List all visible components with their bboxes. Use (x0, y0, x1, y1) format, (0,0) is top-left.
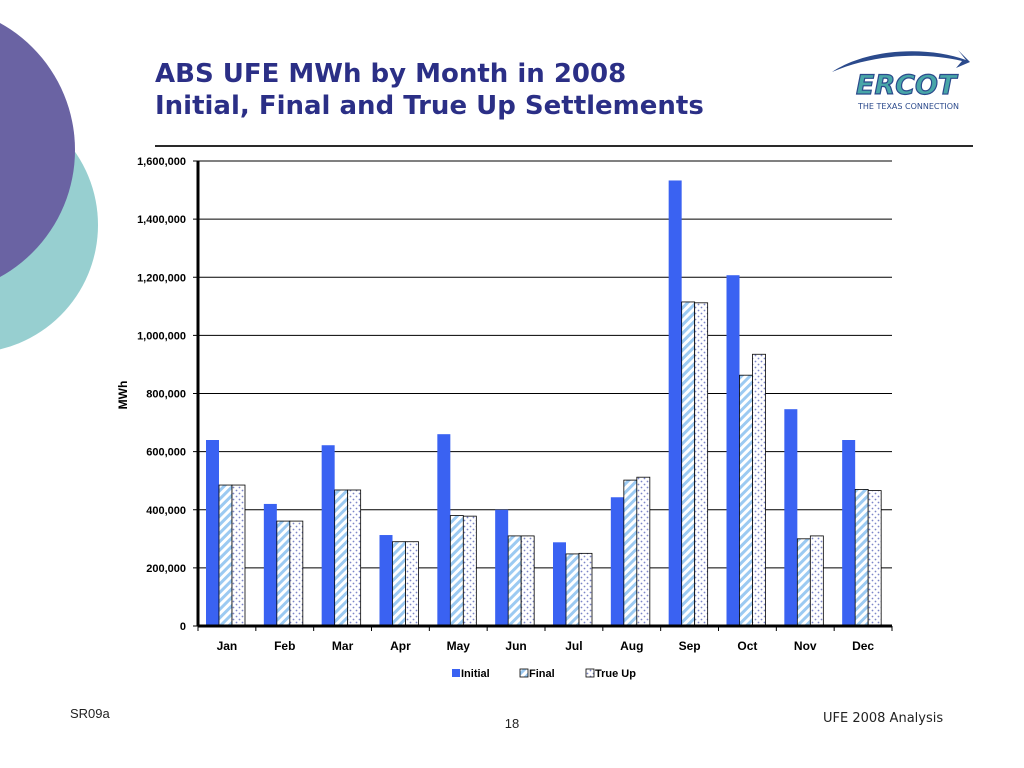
y-tick-label: 200,000 (146, 563, 186, 575)
x-tick-label: Jul (565, 639, 582, 653)
bar-final-oct (739, 374, 753, 627)
logo-wordmark: ERCOT (856, 70, 959, 101)
y-tick-labels: 0 200,000 400,000 600,000 800,000 1,000,000 1,… (137, 156, 186, 633)
bar-trueup-apr (405, 541, 419, 627)
x-tick-labels: Jan Feb Mar Apr May Jun Jul Aug Sep Oct Nov Dec (197, 626, 893, 653)
bar-trueup-jan (231, 484, 246, 627)
title-divider (155, 145, 973, 147)
grid-lines (193, 160, 892, 627)
y-tick-label: 400,000 (146, 505, 186, 517)
y-tick-label: 600,000 (146, 447, 186, 459)
x-tick-label: Mar (332, 639, 354, 653)
bar-final-aug (623, 479, 638, 627)
legend-label: Initial (461, 668, 490, 680)
bar-trueup-dec (867, 490, 882, 627)
legend-swatch (452, 669, 460, 677)
bar-trueup-jul (578, 552, 593, 627)
y-tick-label: 1,200,000 (137, 272, 186, 284)
legend: Initial Final True Up (452, 668, 636, 680)
bars (206, 180, 882, 627)
legend-swatch (585, 668, 595, 678)
footer-title: UFE 2008 Analysis (823, 711, 944, 726)
bar-final-nov (796, 538, 811, 627)
bar-initial-aug (610, 497, 624, 626)
bar-final-jan (218, 484, 233, 627)
bar-initial-jan (206, 440, 219, 626)
y-tick-label: 800,000 (146, 389, 186, 401)
page-number: 18 (504, 716, 520, 731)
title-line-1: ABS UFE MWh by Month in 2008 (155, 59, 627, 89)
bar-trueup-sep (694, 302, 709, 627)
x-tick-label: Aug (620, 639, 643, 653)
bar-initial-dec (842, 440, 856, 626)
decorative-circles (0, 23, 98, 350)
x-tick-label: Apr (390, 639, 411, 653)
bar-trueup-feb (289, 520, 304, 627)
bar-final-may (449, 515, 464, 627)
title-line-2: Initial, Final and True Up Settlements (155, 91, 704, 121)
bar-final-apr (392, 541, 406, 627)
x-tick-label: May (447, 639, 471, 653)
bar-initial-jun (495, 509, 509, 626)
logo-tagline: THE TEXAS CONNECTION (857, 102, 959, 111)
slide-title: ABS UFE MWh by Month in 2008 Initial, Fi… (155, 58, 704, 122)
x-tick-label: Nov (794, 639, 817, 653)
y-tick-label: 1,400,000 (137, 214, 186, 226)
bar-trueup-aug (636, 476, 651, 627)
bar-final-jun (507, 535, 522, 627)
legend-label: True Up (595, 668, 636, 680)
bar-final-sep (681, 301, 696, 627)
bar-initial-jul (553, 542, 566, 626)
bar-trueup-mar (347, 489, 362, 627)
bar-initial-oct (726, 275, 740, 626)
bar-final-jul (565, 553, 580, 627)
footer-code: SR09a (70, 706, 110, 721)
bar-chart: 0 200,000 400,000 600,000 800,000 1,000,000 1,… (116, 156, 893, 680)
legend-swatch (519, 668, 529, 678)
bar-trueup-oct (752, 353, 766, 627)
bar-initial-may (437, 434, 451, 626)
x-tick-label: Oct (737, 639, 757, 653)
bar-initial-apr (379, 535, 393, 626)
x-tick-label: Dec (852, 639, 874, 653)
bar-initial-mar (321, 445, 335, 626)
bar-trueup-may (462, 515, 477, 627)
bar-trueup-jun (520, 535, 535, 627)
y-tick-label: 1,000,000 (137, 330, 186, 342)
bar-trueup-nov (809, 535, 824, 627)
bar-initial-nov (784, 409, 798, 626)
legend-label: Final (529, 668, 555, 680)
x-tick-label: Jun (505, 639, 526, 653)
ercot-logo: ERCOT THE TEXAS CONNECTION (832, 50, 970, 111)
y-axis-label: MWh (116, 381, 130, 410)
bar-final-dec (854, 489, 869, 627)
logo-swoosh (832, 50, 970, 72)
x-tick-label: Sep (679, 639, 701, 653)
x-tick-label: Jan (217, 639, 238, 653)
purple-circle (0, 23, 75, 277)
bar-initial-feb (263, 503, 277, 626)
x-tick-label: Feb (274, 639, 295, 653)
bar-final-mar (334, 489, 349, 627)
bar-final-feb (276, 520, 291, 627)
bar-initial-sep (668, 180, 682, 627)
y-tick-label: 1,600,000 (137, 156, 186, 168)
y-tick-label: 0 (180, 621, 186, 633)
